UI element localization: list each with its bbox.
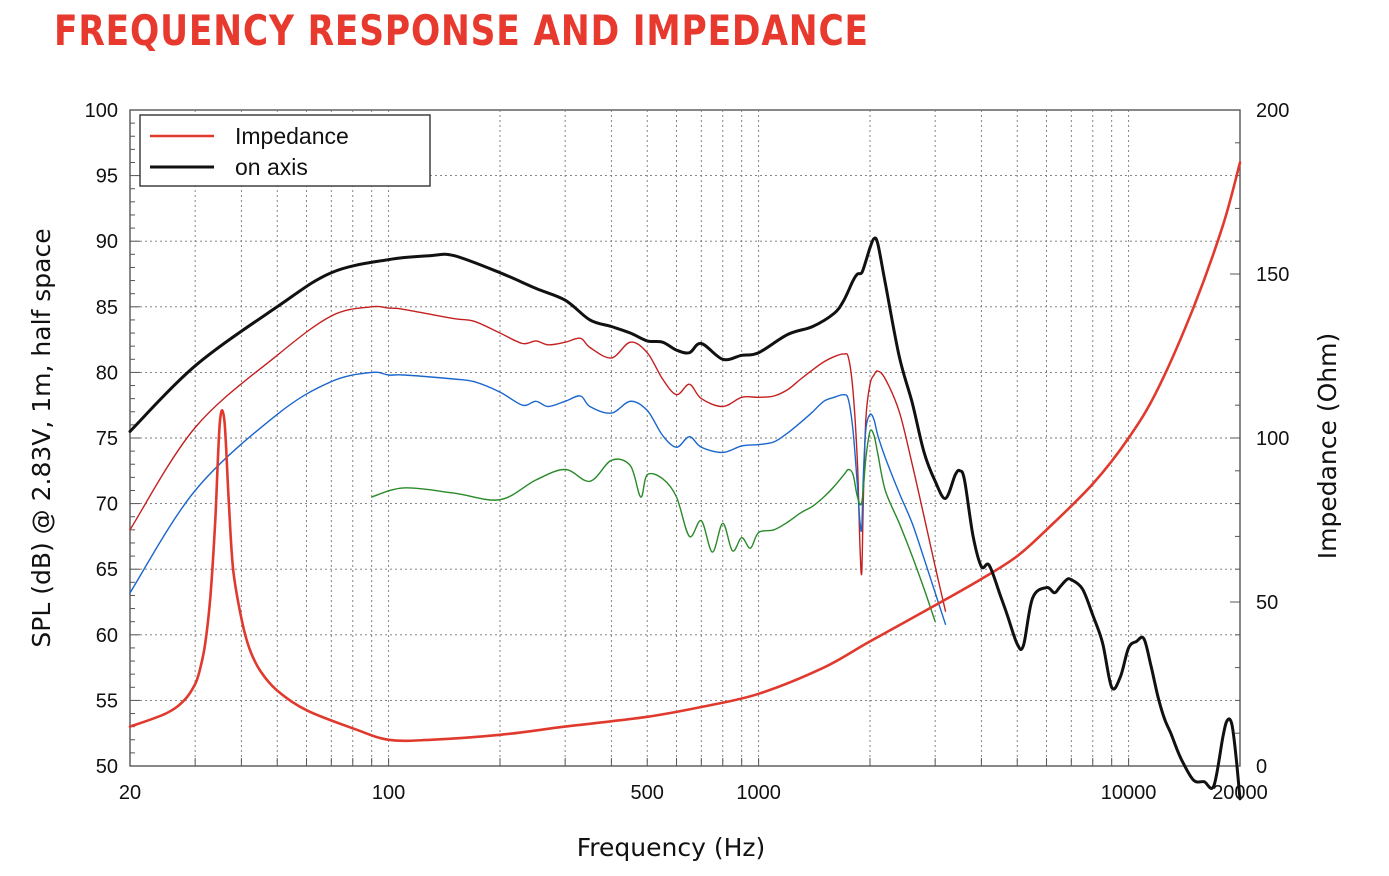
y-tick-label: 55 bbox=[96, 690, 118, 712]
x-tick-label: 1000 bbox=[736, 782, 781, 804]
y2-tick-label: 150 bbox=[1256, 264, 1289, 286]
y2-tick-label: 200 bbox=[1256, 100, 1289, 122]
y-tick-label: 100 bbox=[85, 100, 118, 122]
x-tick-labels: 20 100 500 1000 10000 20000 bbox=[119, 782, 1268, 804]
y-tick-label: 75 bbox=[96, 428, 118, 450]
impedance-curve bbox=[128, 161, 1242, 743]
green-overlay-curve bbox=[371, 429, 936, 623]
y2-tick-label: 100 bbox=[1256, 428, 1289, 450]
x-tick-label: 20 bbox=[119, 782, 141, 804]
x-tick-label: 20000 bbox=[1212, 782, 1268, 804]
y-tick-label: 90 bbox=[96, 231, 118, 253]
grid bbox=[130, 110, 1240, 766]
blue-overlay-curve bbox=[129, 371, 947, 625]
legend-label-impedance: Impedance bbox=[235, 123, 349, 149]
y-tick-label: 50 bbox=[96, 756, 118, 778]
x-tick-label: 10000 bbox=[1101, 782, 1157, 804]
y-tick-label: 70 bbox=[96, 494, 118, 516]
red-overlay-curve bbox=[129, 305, 947, 612]
legend-label-on-axis: on axis bbox=[235, 154, 308, 180]
y2-tick-labels: 0 50 100 150 200 bbox=[1256, 100, 1289, 778]
y-tick-label: 85 bbox=[96, 297, 118, 319]
y-tick-label: 65 bbox=[96, 559, 118, 581]
y2-axis-title: Impedance (Ohm) bbox=[1313, 333, 1342, 559]
y-tick-labels: 50 55 60 65 70 75 80 85 90 95 100 bbox=[85, 100, 118, 778]
x-tick-label: 100 bbox=[372, 782, 405, 804]
y-tick-label: 80 bbox=[96, 362, 118, 384]
page-title: FREQUENCY RESPONSE AND IMPEDANCE bbox=[54, 6, 869, 55]
series-layer bbox=[128, 161, 1242, 801]
y-tick-label: 95 bbox=[96, 166, 118, 188]
y-axis-title: SPL (dB) @ 2.83V, 1m, half space bbox=[27, 228, 56, 647]
y-tick-label: 60 bbox=[96, 625, 118, 647]
on-axis-curve bbox=[128, 236, 1242, 801]
y2-tick-label: 0 bbox=[1256, 756, 1267, 778]
tick-marks bbox=[130, 109, 1240, 767]
y2-tick-label: 50 bbox=[1256, 592, 1278, 614]
x-axis-title: Frequency (Hz) bbox=[577, 833, 766, 862]
x-tick-label: 500 bbox=[631, 782, 664, 804]
legend: Impedance on axis bbox=[139, 114, 431, 187]
legend-box bbox=[139, 114, 431, 187]
